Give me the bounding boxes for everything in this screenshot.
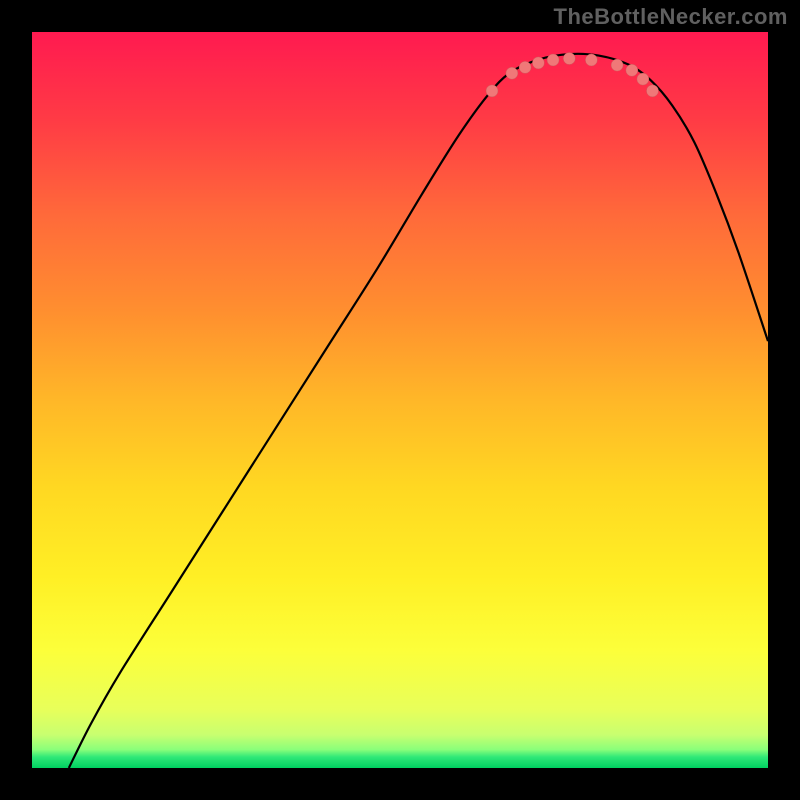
marker-dot <box>547 54 559 66</box>
chart-frame: TheBottleNecker.com <box>0 0 800 800</box>
marker-dot <box>506 67 518 79</box>
marker-dot <box>626 64 638 76</box>
marker-dot <box>611 59 623 71</box>
attribution-text: TheBottleNecker.com <box>554 4 788 30</box>
plot-area <box>32 32 768 768</box>
gradient-background <box>32 32 768 768</box>
marker-dot <box>532 57 544 69</box>
marker-dot <box>637 73 649 85</box>
marker-dot <box>563 52 575 64</box>
marker-dot <box>646 85 658 97</box>
marker-dot <box>486 85 498 97</box>
plot-svg <box>32 32 768 768</box>
marker-dot <box>519 61 531 73</box>
marker-dot <box>585 54 597 66</box>
